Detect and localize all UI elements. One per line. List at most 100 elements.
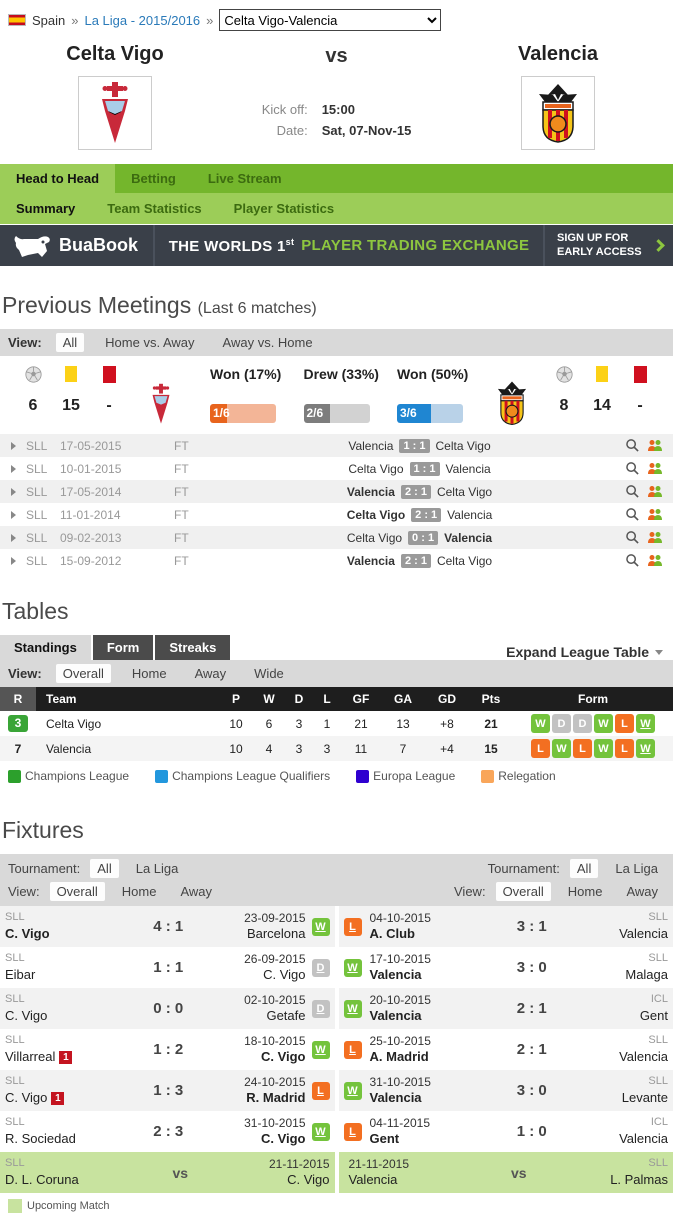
view-overall[interactable]: Overall [56, 664, 111, 683]
fixture-date: 23-09-2015 [220, 910, 306, 927]
fixture-opponent: Levante [582, 1090, 668, 1107]
expand-league-table[interactable]: Expand League Table [506, 644, 673, 660]
expand-arrow-icon[interactable] [11, 465, 16, 473]
meetings-view-bar: View: All Home vs. Away Away vs. Home [0, 329, 673, 356]
tournament-la-liga[interactable]: La Liga [129, 859, 186, 878]
meeting-score: 2 : 1 [401, 485, 431, 499]
tab-summary[interactable]: Summary [0, 201, 91, 216]
tournament-all[interactable]: All [570, 859, 598, 878]
lost: 1 [313, 711, 341, 736]
lineups-icon[interactable] [647, 554, 663, 567]
lineups-icon[interactable] [647, 531, 663, 544]
tab-head-to-head[interactable]: Head to Head [0, 164, 115, 193]
fixture-league: SLL [582, 910, 668, 925]
red-card-icon [634, 366, 647, 383]
lineups-icon[interactable] [647, 439, 663, 452]
view-all[interactable]: All [56, 333, 84, 352]
goals-against: 7 [381, 736, 425, 761]
tab-standings[interactable]: Standings [0, 635, 91, 660]
meeting-league: SLL [26, 485, 60, 499]
fixture-opponent: L. Palmas [582, 1172, 668, 1189]
view-home[interactable]: Home [125, 664, 174, 683]
standings-header-row: R Team P W D L GF GA GD Pts Form [0, 687, 673, 711]
view-home-vs-away[interactable]: Home vs. Away [98, 333, 201, 352]
standings-row-celta[interactable]: 3 Celta Vigo 10 6 3 1 21 13 +8 21 W D D … [0, 711, 673, 736]
view-home[interactable]: Home [561, 882, 610, 901]
meeting-league: SLL [26, 554, 60, 568]
tab-live-stream[interactable]: Live Stream [192, 164, 298, 193]
view-home[interactable]: Home [115, 882, 164, 901]
view-overall[interactable]: Overall [496, 882, 551, 901]
tab-streaks[interactable]: Streaks [155, 635, 230, 660]
tab-betting[interactable]: Betting [115, 164, 192, 193]
tournament-all[interactable]: All [90, 859, 118, 878]
lineups-icon[interactable] [647, 462, 663, 475]
meeting-score: 1 : 1 [399, 439, 429, 453]
col-played: P [219, 687, 253, 711]
view-overall[interactable]: Overall [50, 882, 105, 901]
banner-cta[interactable]: SIGN UP FOR EARLY ACCESS [543, 225, 673, 266]
magnifier-icon[interactable] [626, 531, 639, 544]
magnifier-icon[interactable] [626, 485, 639, 498]
won: 6 [253, 711, 285, 736]
goal-diff: +4 [425, 736, 469, 761]
magnifier-icon[interactable] [626, 439, 639, 452]
col-goal-diff: GD [425, 687, 469, 711]
fixture-score: 0 : 0 [117, 1000, 220, 1017]
played: 10 [219, 711, 253, 736]
meeting-away-team: Valencia [444, 531, 492, 545]
tab-player-statistics[interactable]: Player Statistics [218, 201, 350, 216]
tab-team-statistics[interactable]: Team Statistics [91, 201, 217, 216]
tab-form[interactable]: Form [93, 635, 154, 660]
result-badge: W [344, 1082, 362, 1100]
lineups-icon[interactable] [647, 485, 663, 498]
lineups-icon[interactable] [647, 508, 663, 521]
expand-arrow-icon[interactable] [11, 534, 16, 542]
breadcrumb-league-link[interactable]: La Liga - 2015/2016 [84, 13, 200, 28]
expand-arrow-icon[interactable] [11, 442, 16, 450]
match-select[interactable]: Celta Vigo-Valencia [219, 9, 441, 31]
view-wide[interactable]: Wide [247, 664, 291, 683]
expand-arrow-icon[interactable] [11, 557, 16, 565]
view-away[interactable]: Away [619, 882, 665, 901]
ad-banner[interactable]: BuaBook THE WORLDS 1st PLAYER TRADING EX… [0, 225, 673, 266]
view-away[interactable]: Away [188, 664, 234, 683]
fixture-league: SLL [5, 951, 117, 966]
magnifier-icon[interactable] [626, 554, 639, 567]
vs-label: vs [117, 1165, 244, 1181]
expand-arrow-icon[interactable] [11, 488, 16, 496]
view-away[interactable]: Away [173, 882, 219, 901]
form-badge: L [531, 739, 550, 758]
expand-arrow-icon[interactable] [11, 511, 16, 519]
magnifier-icon[interactable] [626, 508, 639, 521]
meeting-away-team: Valencia [447, 508, 492, 522]
home-goals: 6 [18, 397, 48, 415]
view-away-vs-home[interactable]: Away vs. Home [216, 333, 320, 352]
tournament-la-liga[interactable]: La Liga [608, 859, 665, 878]
magnifier-icon[interactable] [626, 462, 639, 475]
meeting-league: SLL [26, 462, 60, 476]
drawn: 3 [285, 736, 313, 761]
standings-row-valencia[interactable]: 7 Valencia 10 4 3 3 11 7 +4 15 L W L W L… [0, 736, 673, 761]
